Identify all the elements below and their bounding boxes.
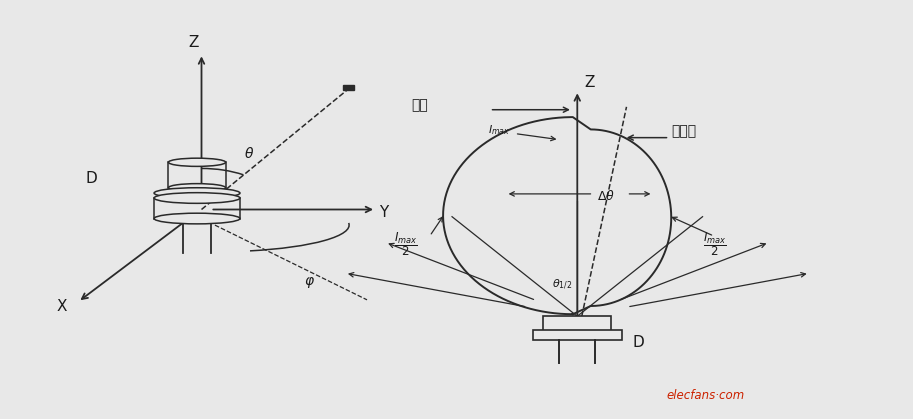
Ellipse shape [154,188,240,199]
Ellipse shape [154,213,240,224]
Ellipse shape [154,193,240,203]
Text: $\theta_{1/2}$: $\theta_{1/2}$ [552,278,572,292]
Bar [343,85,354,91]
Text: $\dfrac{I_{max}}{2}$: $\dfrac{I_{max}}{2}$ [394,230,417,258]
Text: 光轴: 光轴 [412,98,428,112]
Text: $\theta$: $\theta$ [245,146,255,161]
Text: Z: Z [188,35,198,50]
FancyBboxPatch shape [532,330,622,340]
Text: Z: Z [584,75,595,90]
Text: elecfans·com: elecfans·com [666,389,745,402]
Text: $\dfrac{I_{max}}{2}$: $\dfrac{I_{max}}{2}$ [703,230,726,258]
Text: D: D [85,171,97,186]
Ellipse shape [168,158,226,166]
Text: D: D [633,335,645,350]
Text: Y: Y [379,205,388,220]
Text: $\Delta\theta$: $\Delta\theta$ [597,189,615,204]
Text: $I_{max}$: $I_{max}$ [488,124,510,137]
Text: 机械轴: 机械轴 [671,124,697,139]
FancyBboxPatch shape [543,316,612,332]
Text: X: X [57,299,67,314]
Ellipse shape [168,184,226,192]
Text: $\varphi$: $\varphi$ [304,275,315,290]
